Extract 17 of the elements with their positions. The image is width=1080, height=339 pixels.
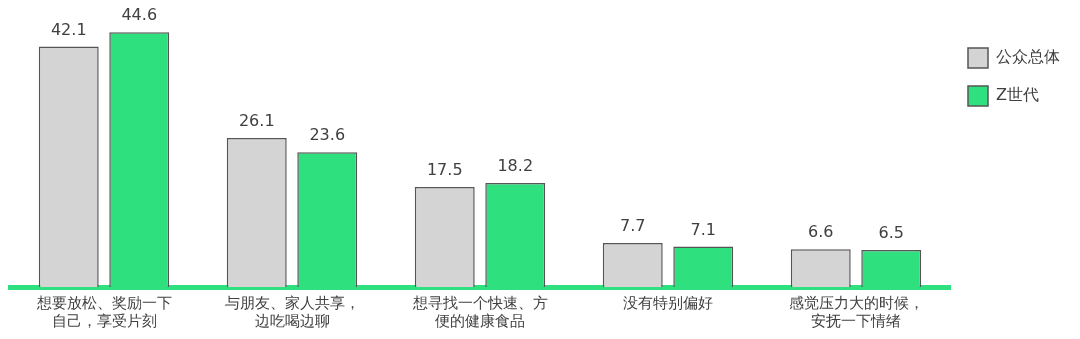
data-label: 42.1 — [50, 19, 87, 39]
legend-label: 公众总体 — [996, 47, 1060, 67]
data-label: 44.6 — [121, 5, 158, 25]
x-tick-label: 想要放松、奖励一下自己，享受片刻 — [35, 293, 172, 330]
x-tick-label: 没有特别偏好 — [623, 293, 713, 312]
data-label: 7.1 — [690, 219, 716, 239]
data-label: 6.5 — [878, 223, 904, 243]
x-tick-label: 感觉压力大的时候，安抚一下情绪 — [788, 293, 924, 330]
x-tick-label: 与朋友、家人共享，边吃喝边聊 — [224, 293, 360, 330]
data-label: 6.6 — [808, 222, 834, 242]
data-label: 7.7 — [620, 216, 646, 236]
data-label: 23.6 — [309, 125, 346, 145]
data-label: 17.5 — [426, 160, 463, 180]
x-tick-label: 想寻找一个快速、方便的健康食品 — [411, 293, 548, 330]
data-label: 26.1 — [238, 111, 275, 131]
data-label: 18.2 — [497, 156, 534, 176]
legend-label: Z世代 — [996, 85, 1039, 105]
